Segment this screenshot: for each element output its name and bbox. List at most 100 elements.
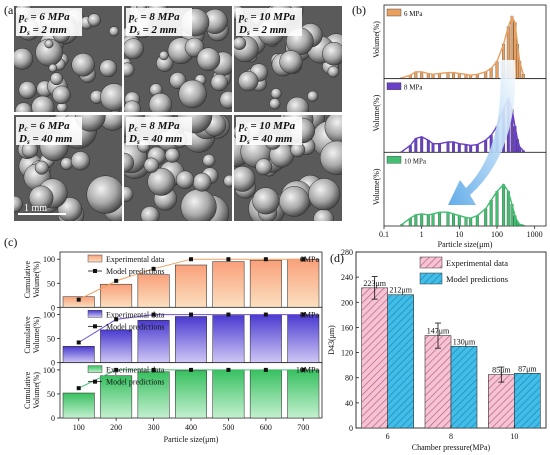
sem-particles	[234, 115, 342, 221]
sem-label-diameter: Ds = 40 mm	[238, 133, 293, 146]
psd-bar	[426, 214, 430, 227]
sem-particle	[124, 38, 144, 60]
model-point	[151, 266, 156, 271]
sem-particle	[124, 100, 141, 112]
sem-particle	[234, 166, 256, 192]
model-point	[301, 257, 306, 262]
cumulative-bar	[212, 261, 245, 308]
cumulative-bar	[100, 329, 133, 363]
sem-particle	[99, 59, 118, 78]
legend-label-experimental: Experimental data	[106, 310, 165, 319]
psd-legend-swatch	[386, 82, 402, 90]
sem-label-box	[16, 117, 82, 145]
psd-bar	[464, 144, 468, 153]
cumulative-xlabel: Particle size(μm)	[164, 435, 219, 444]
sem-label-diameter: Ds = 2 mm	[18, 24, 67, 37]
panel-label-c: (c)	[4, 235, 17, 249]
sem-particle	[18, 81, 37, 100]
legend-label-model: Model predictions	[106, 267, 164, 276]
sem-particle	[319, 140, 342, 175]
sem-particle	[175, 170, 195, 189]
cumulative-bar	[212, 315, 245, 363]
sem-particle	[87, 13, 101, 27]
cumulative-x-tick-label: 400	[185, 423, 197, 432]
d43-legend-label: Model predictions	[446, 274, 508, 284]
sem-label-pressure: pc = 8 MPa	[128, 120, 180, 133]
sem-particle	[210, 73, 228, 92]
cumulative-subplot: 0 50 100 Experimental data Model predictions…	[23, 251, 323, 312]
psd-bar	[464, 217, 468, 227]
psd-bar	[475, 215, 479, 227]
d43-x-tick-label: 10	[510, 432, 518, 441]
cumulative-bar	[175, 370, 207, 419]
psd-x-tick-label: 1000	[527, 230, 543, 239]
sem-label-pressure: pc = 10 MPa	[238, 120, 296, 133]
sem-particle	[147, 167, 176, 196]
psd-bar	[400, 224, 404, 227]
d43-x-tick-label: 6	[386, 432, 390, 441]
psd-bar	[489, 199, 493, 227]
model-point	[226, 312, 231, 317]
sem-particle	[108, 26, 120, 37]
model-point	[301, 367, 306, 372]
sem-label-diameter: Ds = 2 mm	[128, 24, 177, 37]
psd-bar	[489, 68, 493, 79]
d43-legend-label: Experimental data	[446, 258, 508, 268]
sem-label-box	[126, 117, 192, 145]
cumulative-x-tick-label: 300	[148, 423, 160, 432]
d43-legend-swatch	[419, 272, 443, 285]
d43-y-tick-label: 280	[341, 248, 353, 257]
sem-particle	[178, 79, 207, 109]
psd-xlabel: Particle size(μm)	[438, 240, 493, 249]
sem-particle	[124, 62, 135, 77]
sem-particle	[238, 70, 259, 92]
d43-bar-label: 87μm	[518, 364, 537, 373]
psd-x-tick-label: 100	[491, 230, 503, 239]
sem-particle	[196, 47, 221, 71]
cumulative-bar	[249, 369, 282, 419]
cumulative-ylabel: CumulativeVolume(%)	[23, 371, 41, 409]
sem-particle	[124, 186, 134, 203]
sem-particle	[324, 115, 342, 144]
cumulative-y-tick-label: 100	[43, 366, 55, 375]
cumulative-bar	[175, 316, 207, 363]
sem-particle	[308, 178, 341, 211]
sem-particle	[75, 115, 106, 132]
psd-subplot: 8 MPa Volume(%)	[372, 78, 547, 153]
d43-bar	[387, 294, 414, 429]
sem-label-pressure: pc = 6 MPa	[18, 120, 70, 133]
sem-particle	[52, 85, 71, 105]
legend-swatch-experimental	[87, 310, 103, 318]
panel-label-a: (a)	[4, 3, 17, 17]
psd-bar	[431, 143, 435, 153]
sem-particle	[124, 152, 134, 173]
psd-bar	[438, 143, 442, 153]
sem-particle	[71, 53, 95, 77]
sem-particle	[252, 187, 280, 215]
psd-bar	[502, 184, 506, 227]
psd-x-tick-label: 10	[455, 230, 463, 239]
cumulative-bar	[249, 259, 282, 308]
cumulative-x-tick-label: 500	[222, 423, 234, 432]
sem-particle	[255, 158, 273, 176]
cumulative-y-tick-label: 100	[43, 255, 55, 264]
cumulative-bar	[62, 392, 95, 419]
sem-particle	[286, 96, 309, 112]
sem-particle	[143, 157, 160, 174]
psd-bar	[457, 215, 461, 227]
psd-ylabel: Volume(%)	[372, 21, 381, 58]
sem-particle	[234, 36, 247, 50]
sem-particle	[44, 39, 54, 49]
sem-particle	[50, 72, 63, 86]
cumulative-bar	[287, 314, 320, 363]
sem-label-pressure: pc = 10 MPa	[238, 11, 296, 24]
model-point	[76, 297, 81, 302]
model-point	[151, 312, 156, 317]
psd-bar	[426, 140, 430, 153]
d43-y-tick-label: 80	[345, 374, 353, 383]
sem-particle	[269, 98, 281, 110]
psd-bar	[420, 71, 424, 79]
psd-curve	[401, 14, 524, 79]
